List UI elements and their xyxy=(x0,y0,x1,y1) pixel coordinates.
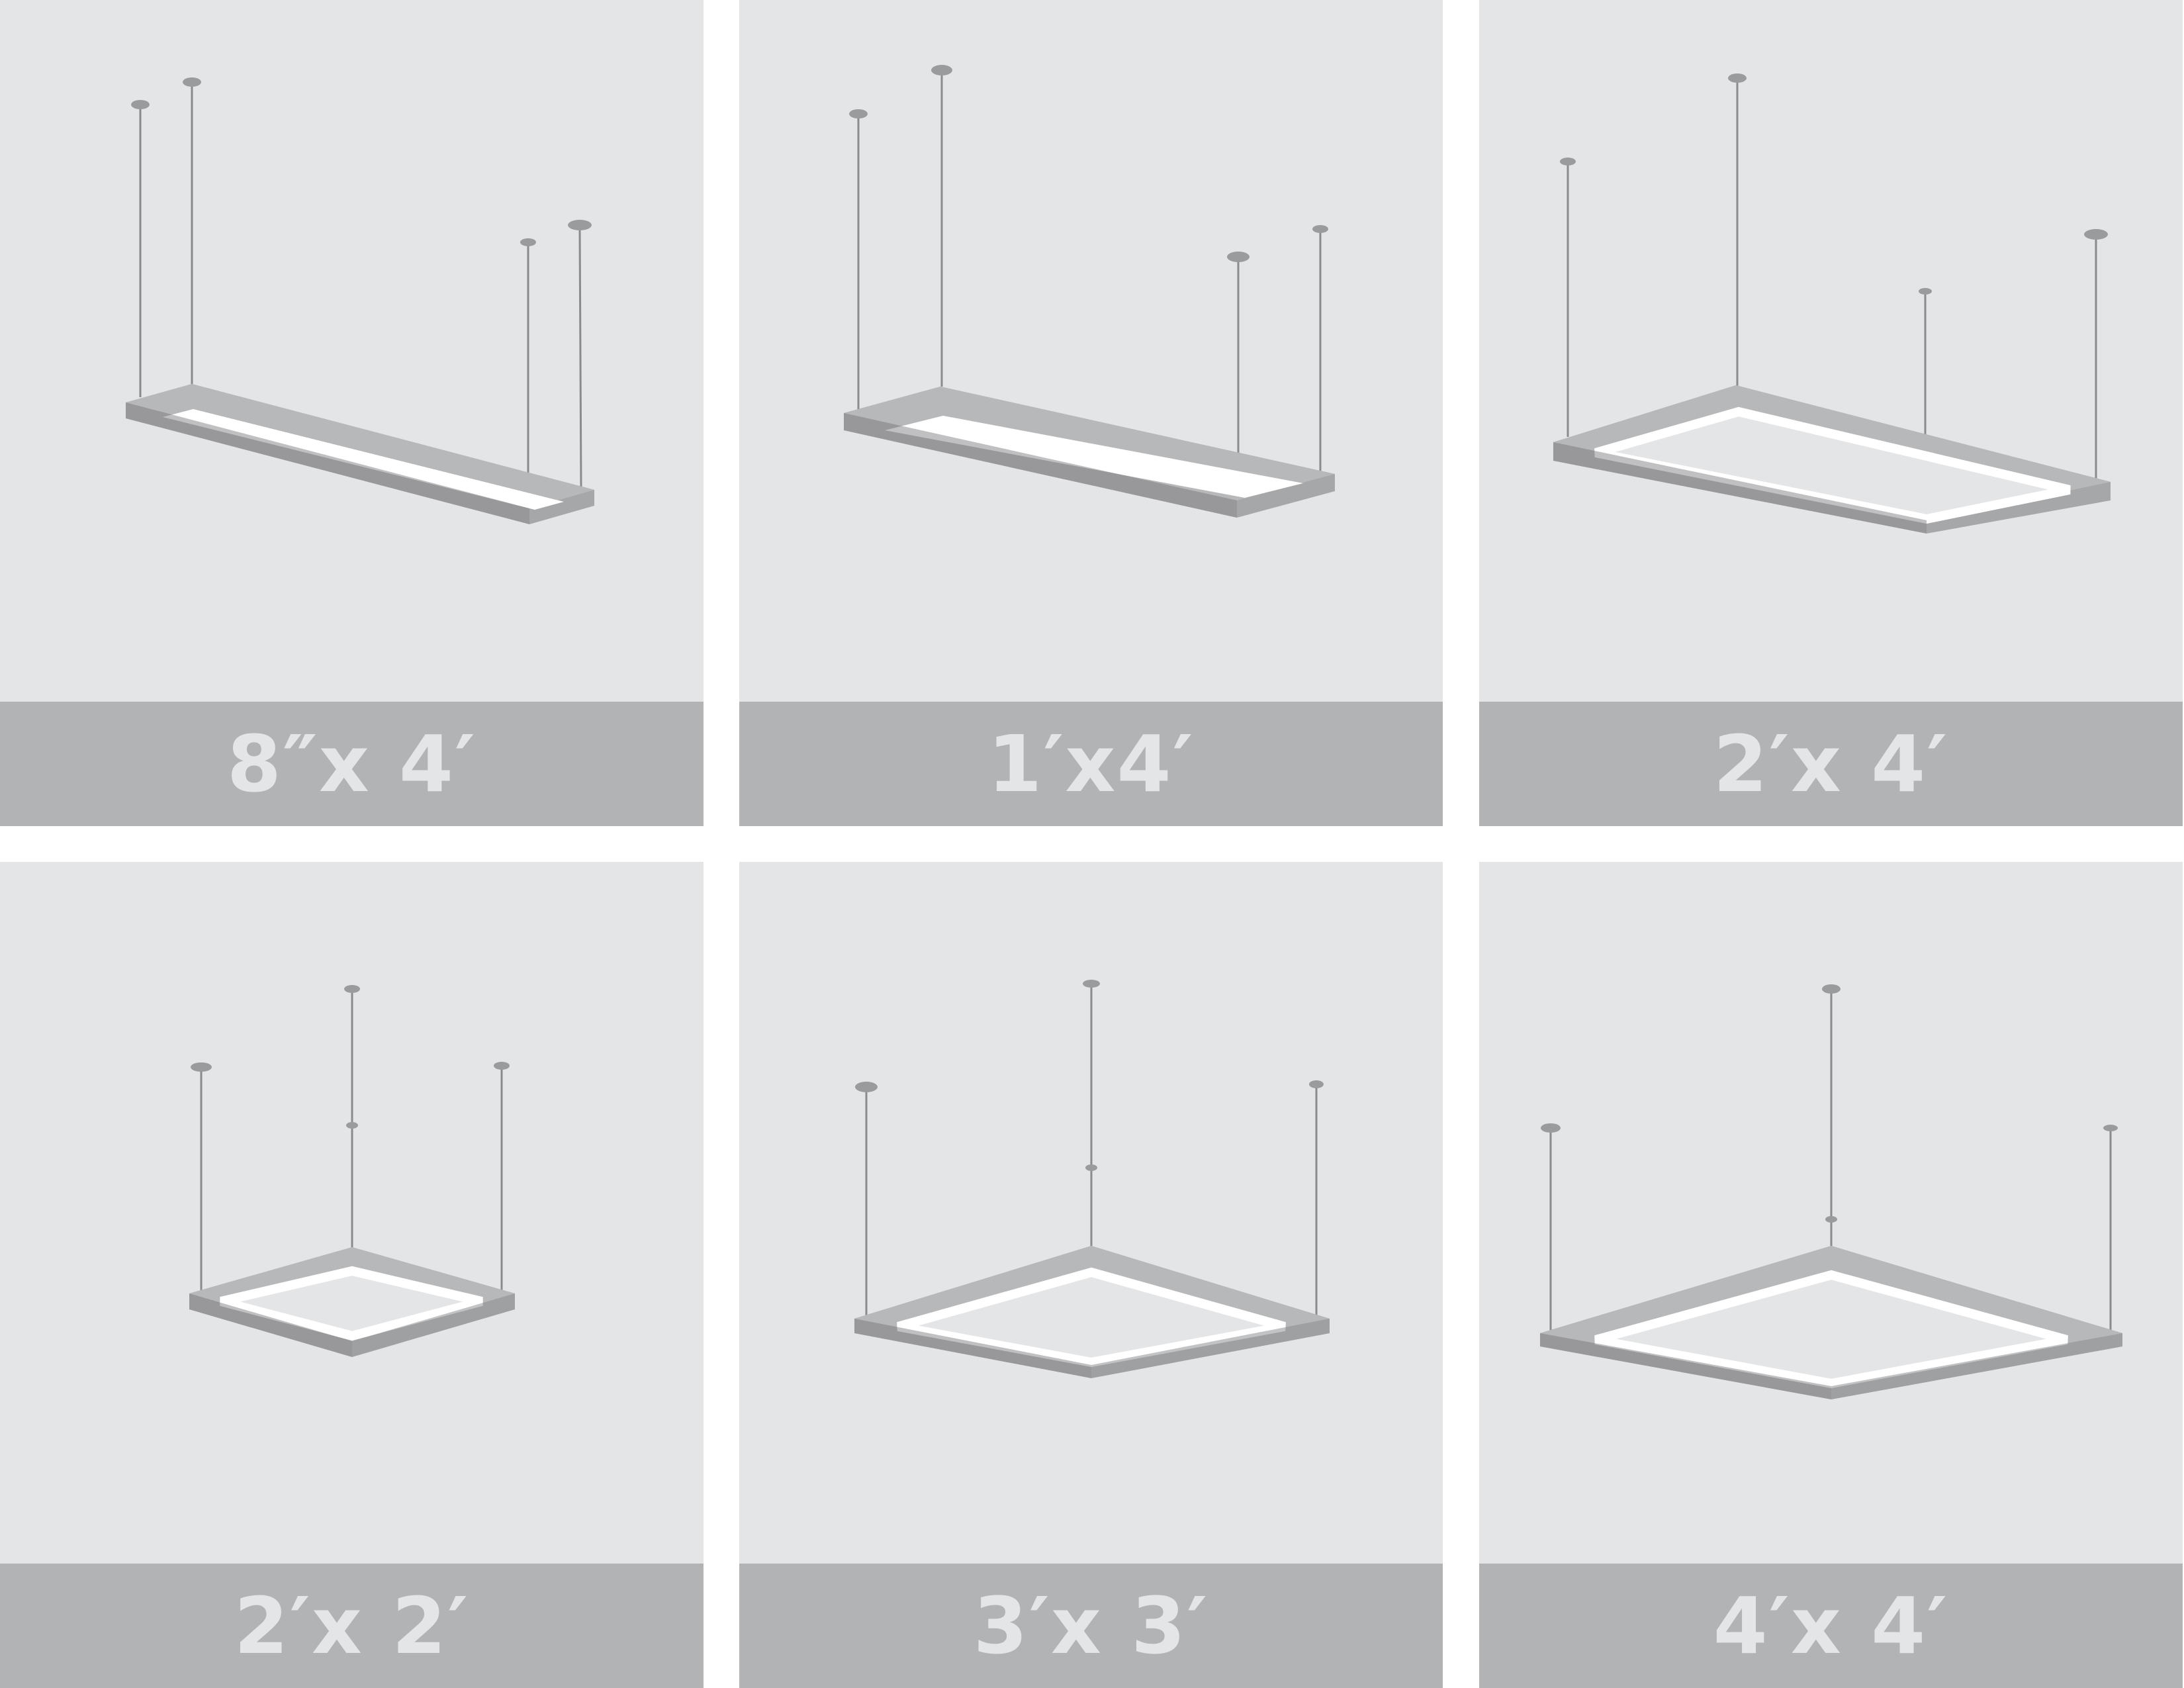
square-pendant-fixture-icon xyxy=(854,980,1330,1378)
size-label: 2′x 4′ xyxy=(1713,718,1949,810)
size-label: 1′x4′ xyxy=(987,718,1195,810)
fixture-card-2ft-x-2ft: 2′x 2′ xyxy=(0,862,704,1688)
fixture-card-2ft-x-4ft: 2′x 4′ xyxy=(1479,0,2183,826)
fixture-card-8in-x-4ft: 8″x 4′ xyxy=(0,0,704,826)
size-label-bar: 4′x 4′ xyxy=(1479,1564,2183,1688)
size-label: 2′x 2′ xyxy=(234,1580,470,1671)
size-label-bar: 3′x 3′ xyxy=(739,1564,1443,1688)
fixture-card-1ft-x-4ft: 1′x4′ xyxy=(739,0,1443,826)
size-label-bar: 2′x 4′ xyxy=(1479,702,2183,826)
linear-pendant-fixture-icon xyxy=(844,65,1335,518)
fixture-card-4ft-x-4ft: 4′x 4′ xyxy=(1479,862,2183,1688)
size-label-bar: 8″x 4′ xyxy=(0,702,704,826)
fixture-card-3ft-x-3ft: 3′x 3′ xyxy=(739,862,1443,1688)
size-label-bar: 1′x4′ xyxy=(739,702,1443,826)
linear-pendant-fixture-icon xyxy=(126,77,594,524)
size-label: 3′x 3′ xyxy=(973,1580,1209,1671)
size-label: 8″x 4′ xyxy=(226,718,477,810)
square-pendant-fixture-icon xyxy=(189,985,515,1357)
square-pendant-fixture-icon xyxy=(1540,984,2122,1399)
size-label-bar: 2′x 2′ xyxy=(0,1564,704,1688)
size-label: 4′x 4′ xyxy=(1713,1580,1949,1671)
rectangular-pendant-fixture-icon xyxy=(1553,73,2111,534)
